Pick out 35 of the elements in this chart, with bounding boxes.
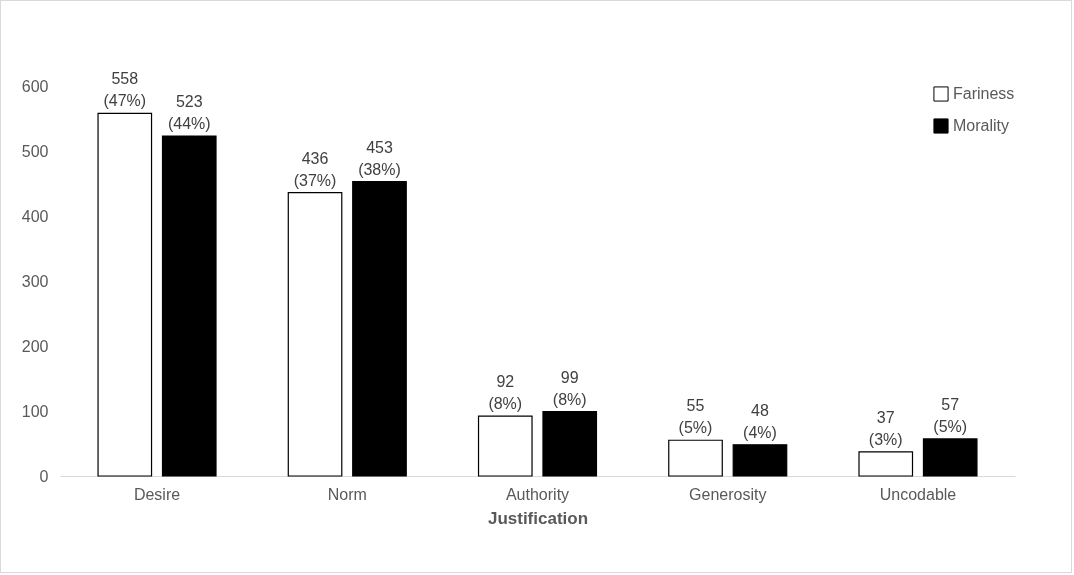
data-label: 436 (37%) <box>293 149 337 189</box>
data-label: 453 (38%) <box>358 138 401 178</box>
data-label: 558 (47%) <box>103 70 147 110</box>
bar <box>858 451 914 477</box>
bar <box>97 112 153 477</box>
y-tick-label: 0 <box>39 467 49 485</box>
x-axis-title: Justification <box>487 508 589 528</box>
data-label: 37 (3%) <box>868 408 903 448</box>
y-tick-label: 600 <box>21 77 49 95</box>
bar <box>542 411 598 477</box>
y-tick-label: 200 <box>21 337 49 355</box>
x-tick-label: Norm <box>327 485 367 503</box>
y-tick-label: 500 <box>21 142 49 160</box>
y-tick-label: 300 <box>21 272 49 290</box>
data-label: 523 (44%) <box>167 93 211 133</box>
data-label: 48 (4%) <box>743 401 777 441</box>
y-tick-label: 100 <box>21 402 49 420</box>
x-tick-label: Uncodable <box>879 485 957 503</box>
x-tick-label: Generosity <box>689 485 767 503</box>
legend-label: Morality <box>953 117 1010 134</box>
x-tick-label: Authority <box>505 485 570 503</box>
data-label: 92 (8%) <box>488 373 523 413</box>
bar <box>732 444 788 477</box>
bar <box>287 192 343 477</box>
bar <box>352 180 407 477</box>
x-tick-label: Desire <box>133 485 181 503</box>
bar <box>477 415 533 477</box>
data-label: 57 (5%) <box>933 395 968 435</box>
bar <box>161 135 217 477</box>
data-label: 55 (5%) <box>678 397 713 437</box>
legend-label: Fariness <box>953 85 1015 102</box>
bar <box>922 438 978 477</box>
data-label: 99 (8%) <box>552 368 587 408</box>
bar <box>668 439 723 477</box>
y-tick-label: 400 <box>21 207 49 225</box>
